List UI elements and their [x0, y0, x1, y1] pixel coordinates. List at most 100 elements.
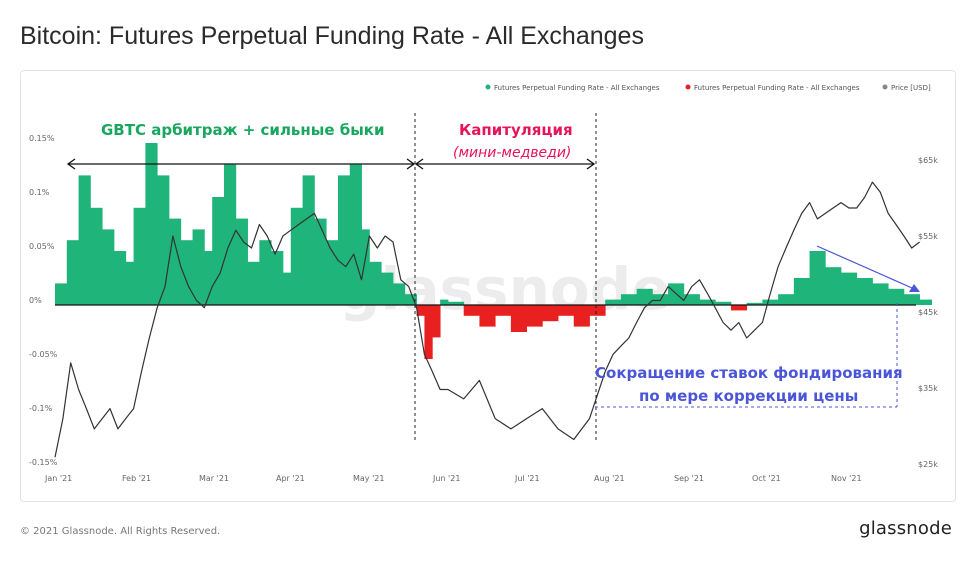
y-right-tick: $35k — [918, 384, 938, 393]
funding-bar-negative — [730, 305, 748, 311]
funding-bar-positive — [369, 261, 382, 305]
funding-rate-chart: Futures Perpetual Funding Rate - All Exc… — [29, 84, 938, 483]
y-right-tick: $65k — [918, 156, 938, 165]
funding-bar-positive — [349, 164, 362, 305]
funding-bar-negative — [573, 305, 590, 327]
annotation-reduction-line2: по мере коррекции цены — [639, 387, 858, 405]
y-left-tick: -0.15% — [29, 458, 58, 467]
gbtc-range-arrow — [66, 158, 416, 170]
x-tick: Aug '21 — [594, 474, 625, 483]
copyright: © 2021 Glassnode. All Rights Reserved. — [20, 526, 221, 537]
funding-bar-negative — [463, 305, 480, 316]
capitulation-range-arrow — [414, 158, 596, 170]
funding-bar-positive — [113, 251, 127, 305]
funding-bar-negative — [589, 305, 606, 316]
funding-bar-positive — [440, 299, 449, 305]
funding-bar-positive — [326, 240, 339, 305]
funding-bar-positive — [259, 240, 272, 305]
funding-bar-positive — [793, 278, 810, 305]
funding-bar-positive — [404, 294, 417, 305]
x-tick: Jan '21 — [44, 474, 72, 483]
funding-bar-positive — [715, 301, 732, 305]
funding-bar-positive — [102, 229, 115, 305]
funding-bar-negative — [479, 305, 496, 327]
y-left-tick: 0% — [29, 296, 42, 305]
funding-bar-positive — [133, 207, 146, 305]
legend-label-positive: Futures Perpetual Funding Rate - All Exc… — [494, 84, 660, 92]
funding-bar-positive — [888, 288, 905, 305]
y-right-tick: $55k — [918, 232, 938, 241]
annotation-capitulation: Капитуляция — [459, 121, 573, 139]
funding-bar-negative — [416, 305, 425, 316]
legend: Futures Perpetual Funding Rate - All Exc… — [485, 84, 931, 92]
funding-bar-positive — [809, 251, 826, 305]
x-tick: Jul '21 — [514, 474, 540, 483]
price-line — [54, 181, 920, 458]
annotation-mini-bears: (мини-медведи) — [453, 145, 571, 161]
funding-bar-positive — [683, 294, 700, 305]
x-axis: Jan '21 Feb '21 Mar '21 Apr '21 May '21 … — [44, 474, 862, 483]
funding-bar-negative — [432, 305, 441, 338]
funding-bar-negative — [510, 305, 527, 332]
funding-bar-positive — [282, 272, 292, 305]
y-left-tick: -0.1% — [29, 404, 53, 413]
funding-bar-positive — [361, 229, 370, 305]
price-line-group — [54, 181, 920, 458]
y-left-axis: 0.15% 0.1% 0.05% 0% -0.05% -0.1% -0.15% — [29, 134, 58, 467]
funding-bar-negative — [542, 305, 559, 322]
funding-bar-negative — [495, 305, 512, 316]
funding-bar-positive — [212, 197, 225, 305]
funding-bar-positive — [448, 301, 465, 305]
funding-bar-positive — [778, 294, 795, 305]
brand-logo: glassnode — [859, 518, 952, 539]
funding-bar-positive — [55, 283, 68, 305]
funding-bar-positive — [204, 251, 213, 305]
funding-bar-positive — [271, 251, 284, 305]
y-left-tick: 0.05% — [29, 242, 55, 251]
x-tick: Sep '21 — [674, 474, 704, 483]
x-tick: Apr '21 — [276, 474, 305, 483]
y-right-axis: $65k $55k $45k $35k $25k — [918, 156, 938, 469]
y-left-tick: -0.05% — [29, 350, 58, 359]
funding-bar-positive — [841, 272, 858, 305]
annotation-gbtc: GBTC арбитраж + сильные быки — [101, 121, 384, 139]
funding-bar-negative — [526, 305, 543, 327]
funding-bar-negative — [558, 305, 575, 316]
funding-bar-positive — [66, 240, 79, 305]
funding-bar-positive — [157, 175, 170, 305]
x-tick: Oct '21 — [752, 474, 781, 483]
funding-rate-bars — [55, 143, 932, 359]
legend-label-negative: Futures Perpetual Funding Rate - All Exc… — [694, 84, 860, 92]
funding-bar-positive — [192, 229, 205, 305]
funding-bar-positive — [381, 272, 394, 305]
x-tick: Jun '21 — [432, 474, 460, 483]
legend-label-price: Price [USD] — [891, 84, 931, 92]
funding-bar-positive — [290, 207, 303, 305]
x-tick: Mar '21 — [199, 474, 229, 483]
funding-bar-positive — [235, 218, 248, 305]
legend-dot-price — [882, 84, 888, 90]
x-tick: May '21 — [353, 474, 384, 483]
funding-bar-positive — [90, 207, 103, 305]
funding-bar-positive — [762, 299, 779, 305]
page-title: Bitcoin: Futures Perpetual Funding Rate … — [20, 22, 644, 50]
funding-bar-positive — [746, 302, 763, 305]
funding-bar-positive — [314, 218, 327, 305]
y-left-tick: 0.1% — [29, 188, 50, 197]
funding-bar-positive — [78, 175, 91, 305]
funding-bar-positive — [125, 261, 134, 305]
funding-bar-positive — [699, 299, 716, 305]
legend-dot-positive — [485, 84, 491, 90]
x-tick: Nov '21 — [831, 474, 862, 483]
funding-bar-positive — [872, 283, 889, 305]
funding-bar-positive — [825, 267, 842, 305]
funding-bar-positive — [856, 278, 873, 305]
funding-bar-positive — [605, 299, 622, 305]
funding-bar-negative — [424, 305, 433, 359]
chart-card: Futures Perpetual Funding Rate - All Exc… — [20, 70, 956, 502]
funding-bar-positive — [903, 294, 920, 305]
y-right-tick: $25k — [918, 460, 938, 469]
funding-bar-positive — [620, 294, 638, 305]
funding-bar-positive — [337, 175, 351, 305]
funding-bar-positive — [636, 288, 653, 305]
